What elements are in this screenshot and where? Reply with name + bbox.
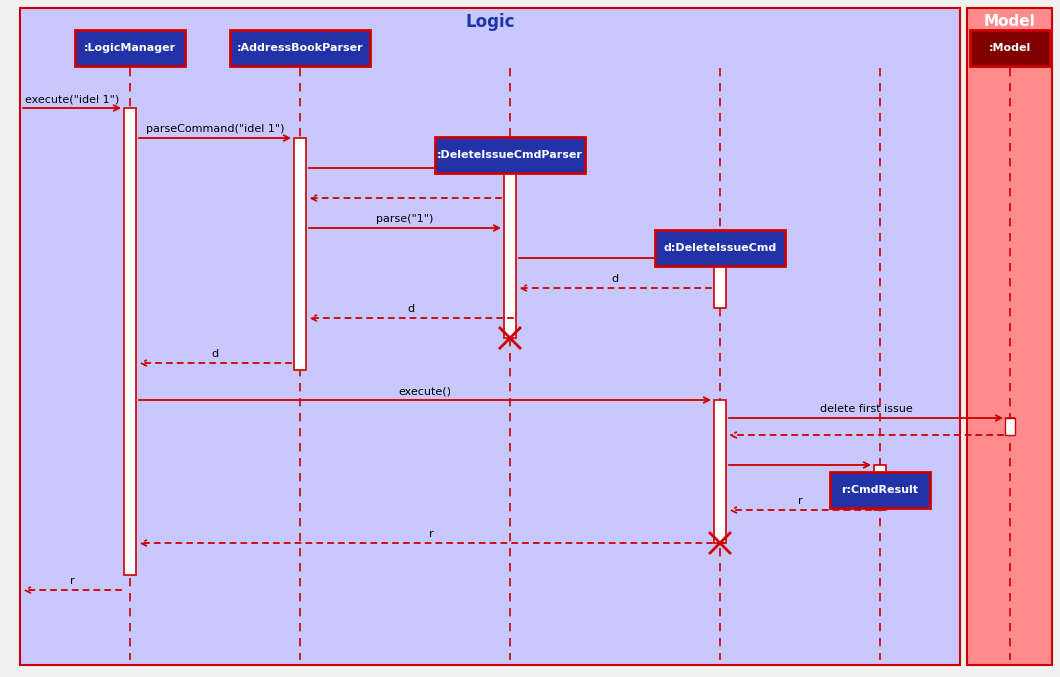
- Text: r: r: [428, 529, 434, 539]
- Text: r: r: [798, 496, 802, 506]
- Text: execute(): execute(): [399, 386, 452, 396]
- Bar: [1006, 418, 1014, 435]
- Bar: [655, 230, 785, 266]
- Bar: [830, 472, 930, 508]
- Text: Model: Model: [984, 14, 1036, 30]
- Text: d: d: [211, 349, 218, 359]
- Text: r:CmdResult: r:CmdResult: [842, 485, 919, 495]
- Bar: [967, 8, 1052, 665]
- Text: parse("1"): parse("1"): [376, 214, 434, 224]
- Bar: [294, 138, 306, 370]
- Text: d: d: [612, 274, 619, 284]
- Bar: [714, 400, 726, 543]
- Bar: [970, 30, 1050, 66]
- Text: :DeleteIssueCmdParser: :DeleteIssueCmdParser: [437, 150, 583, 160]
- Text: Logic: Logic: [465, 13, 515, 31]
- Bar: [1005, 418, 1015, 435]
- Bar: [874, 465, 886, 510]
- Bar: [75, 30, 186, 66]
- Text: :Model: :Model: [989, 43, 1031, 53]
- Bar: [435, 137, 585, 173]
- Text: delete first issue: delete first issue: [819, 404, 913, 414]
- Text: :LogicManager: :LogicManager: [84, 43, 176, 53]
- Text: r: r: [70, 576, 74, 586]
- Text: d: d: [407, 304, 414, 314]
- Bar: [714, 258, 726, 308]
- Bar: [504, 168, 516, 338]
- Bar: [124, 108, 136, 575]
- Bar: [20, 8, 960, 665]
- Text: parseCommand("idel 1"): parseCommand("idel 1"): [146, 124, 284, 134]
- Text: execute("idel 1"): execute("idel 1"): [24, 94, 119, 104]
- Bar: [230, 30, 370, 66]
- Text: d:DeleteIssueCmd: d:DeleteIssueCmd: [664, 243, 777, 253]
- Text: :AddressBookParser: :AddressBookParser: [236, 43, 364, 53]
